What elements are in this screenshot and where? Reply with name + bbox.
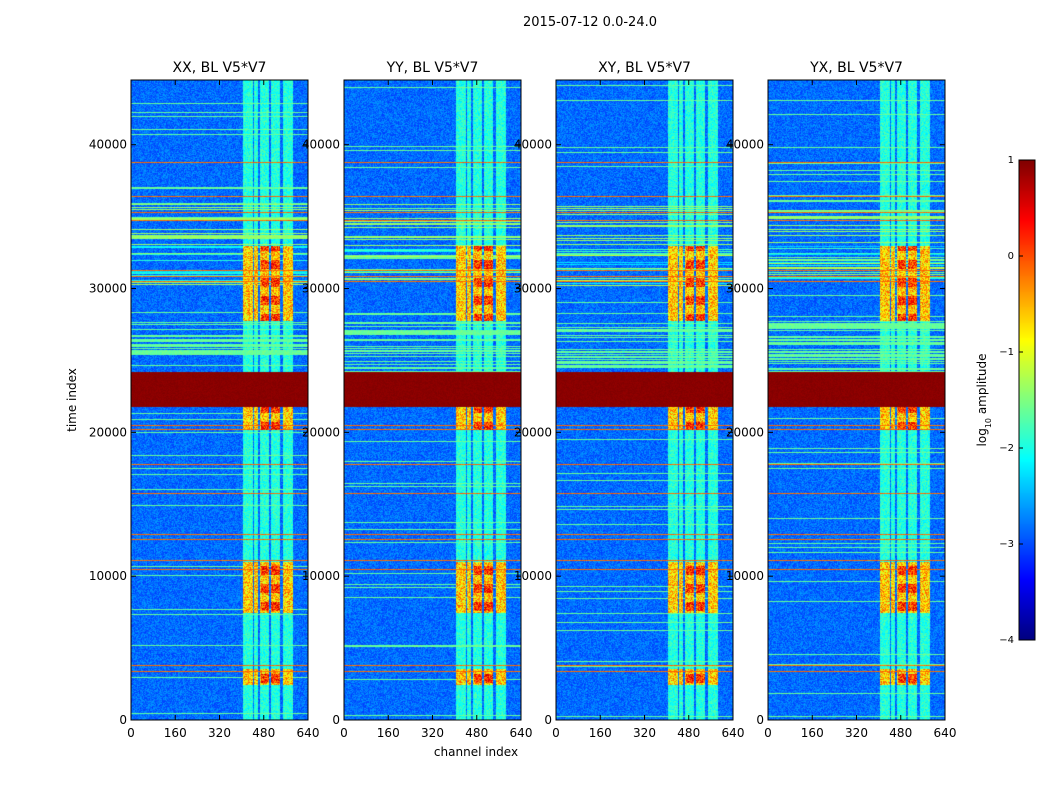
heatmap-image-xx (131, 80, 308, 720)
y-tick-label: 20000 (89, 425, 127, 439)
panel-title: XY, BL V5*V7 (598, 60, 691, 76)
y-tick-label: 10000 (726, 569, 764, 583)
panels-group: XX, BL V5*V7 0 160 320 480 640 0 10000 20000 3000… (65, 60, 956, 759)
x-tick-label: 480 (252, 726, 275, 740)
x-tick-label: 480 (677, 726, 700, 740)
x-tick-label: 320 (845, 726, 868, 740)
x-tick-label: 320 (633, 726, 656, 740)
y-tick-label: 30000 (89, 282, 127, 296)
y-tick-label: 0 (756, 713, 764, 727)
colorbar-frame (1018, 159, 1036, 641)
panel-title: YX, BL V5*V7 (809, 60, 903, 76)
y-tick-label: 30000 (726, 282, 764, 296)
x-tick-label: 480 (465, 726, 488, 740)
x-tick-label: 640 (722, 726, 745, 740)
y-tick-label: 10000 (302, 569, 340, 583)
colorbar-tick-label: −1 (999, 347, 1014, 358)
x-tick-label: 640 (934, 726, 957, 740)
y-tick-label: 20000 (302, 425, 340, 439)
colorbar-tick-label: −3 (999, 539, 1014, 550)
x-tick-label: 0 (340, 726, 348, 740)
panel-title: XX, BL V5*V7 (173, 60, 267, 76)
y-axis-label: time index (65, 368, 79, 432)
x-tick-label: 160 (377, 726, 400, 740)
colorbar-label-sub: 10 (984, 418, 993, 428)
x-tick-label: 0 (552, 726, 560, 740)
x-tick-label: 320 (421, 726, 444, 740)
y-tick-label: 40000 (726, 138, 764, 152)
y-tick-label: 40000 (514, 138, 552, 152)
x-tick-label: 160 (589, 726, 612, 740)
y-tick-label: 0 (332, 713, 340, 727)
x-tick-label: 640 (297, 726, 320, 740)
panel-yx: YX, BL V5*V7 0 160 320 480 640 0 10000 20000 3000… (726, 60, 957, 740)
x-tick-label: 160 (801, 726, 824, 740)
colorbar-gradient (1019, 160, 1035, 640)
x-tick-label: 480 (889, 726, 912, 740)
y-tick-label: 30000 (514, 282, 552, 296)
colorbar-tick-label: −2 (999, 443, 1014, 454)
x-tick-label: 0 (127, 726, 135, 740)
x-tick-label: 0 (764, 726, 772, 740)
heatmap-image-xy (556, 80, 733, 720)
y-tick-label: 20000 (514, 425, 552, 439)
y-tick-label: 40000 (89, 138, 127, 152)
figure-suptitle: 2015-07-12 0.0-24.0 (523, 15, 657, 30)
y-tick-label: 40000 (302, 138, 340, 152)
heatmap-image-yx (768, 80, 945, 720)
heatmap-image-yy (344, 80, 521, 720)
panel-xy: XY, BL V5*V7 0 160 320 480 640 0 10000 20000 3000… (514, 60, 745, 740)
x-axis-label: channel index (434, 745, 518, 759)
colorbar-tick-label: −4 (999, 635, 1014, 646)
colorbar-label-base: log (975, 428, 989, 446)
y-tick-label: 0 (544, 713, 552, 727)
colorbar-label: log10 amplitude (975, 354, 993, 447)
x-tick-label: 160 (164, 726, 187, 740)
colorbar-tick-label: 1 (1008, 155, 1014, 166)
panel-yy: YY, BL V5*V7 0 160 320 480 640 0 10000 20000 3000… (302, 60, 533, 740)
x-tick-label: 640 (510, 726, 533, 740)
y-tick-label: 30000 (302, 282, 340, 296)
y-tick-label: 0 (119, 713, 127, 727)
x-tick-label: 320 (208, 726, 231, 740)
y-tick-label: 10000 (89, 569, 127, 583)
panel-title: YY, BL V5*V7 (386, 60, 479, 76)
y-tick-label: 20000 (726, 425, 764, 439)
colorbar-label-rest: amplitude (975, 354, 989, 418)
y-tick-label: 10000 (514, 569, 552, 583)
panel-xx: XX, BL V5*V7 0 160 320 480 640 0 10000 20000 3000… (89, 60, 320, 740)
colorbar-tick-label: 0 (1008, 251, 1014, 262)
